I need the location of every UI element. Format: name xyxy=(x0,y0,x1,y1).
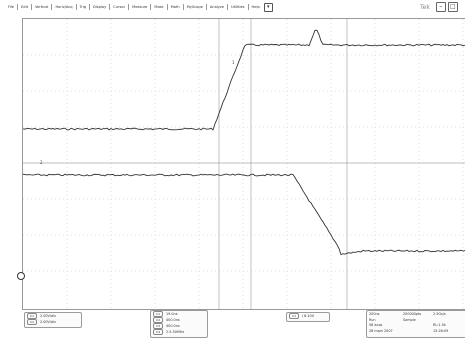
ch1-badge: C1 xyxy=(27,313,37,319)
menu-item-cursor[interactable]: Cursor xyxy=(113,5,126,9)
meas-row-4: C4 2.5-50MHz xyxy=(151,329,207,335)
menu-separator xyxy=(89,4,91,10)
ch1-trace-label: 1 xyxy=(232,60,235,65)
menu-separator xyxy=(150,4,152,10)
menu-separator xyxy=(182,4,184,10)
meas-4-badge: C4 xyxy=(153,329,163,335)
menu-separator xyxy=(17,4,19,10)
reference-marker-icon[interactable] xyxy=(17,272,25,280)
acquisition-grid: 200ns 200000pts 2.5Gs/s Run Sample 58 ac… xyxy=(367,311,465,335)
menu-dropdown-icon[interactable]: ▾ xyxy=(263,2,273,12)
run-state: Run xyxy=(369,317,376,322)
trigger-readout[interactable]: C1 / 6.10V xyxy=(286,312,330,322)
meas-row-2: C2 400.0ns xyxy=(151,317,207,323)
channel-readout[interactable]: C1 2.00V/div C2 2.00V/div xyxy=(24,312,82,328)
meas-1-value: 19.0ns xyxy=(166,312,178,316)
measurement-readout[interactable]: C1 19.0ns C2 400.0ns C3 400.0ns C4 2.5-5… xyxy=(150,310,208,338)
menu-item-file[interactable]: File xyxy=(8,5,15,9)
acq-time: 15:26:09 xyxy=(433,328,449,333)
meas-3-value: 400.0ns xyxy=(166,324,180,328)
channel-row-1: C1 2.00V/div xyxy=(25,313,81,319)
graticule xyxy=(23,19,465,309)
acq-count: 58 acqs xyxy=(369,323,383,327)
trigger-slope-icon: / xyxy=(302,314,304,318)
menu-separator xyxy=(75,4,77,10)
menu-separator xyxy=(247,4,249,10)
meas-1-badge: C1 xyxy=(153,311,163,317)
menu-item-display[interactable]: Display xyxy=(93,5,107,9)
meas-2-badge: C2 xyxy=(153,317,163,323)
timebase: 200ns xyxy=(369,312,380,316)
menu-item-myscope[interactable]: MyScope xyxy=(186,5,203,9)
menu-separator xyxy=(205,4,207,10)
menu-item-edit[interactable]: Edit xyxy=(21,5,28,9)
record-length: 200000pts xyxy=(403,312,422,316)
meas-4-value: 2.5-50MHz xyxy=(166,330,185,334)
meas-2-value: 400.0ns xyxy=(166,318,180,322)
menu-item-trig[interactable]: Trig xyxy=(79,5,87,9)
channel-row-2: C2 2.00V/div xyxy=(25,319,81,325)
menu-bar: File Edit Vertical Horiz/Acq Trig Display Curs… xyxy=(0,0,465,14)
menu-item-vertical[interactable]: Vertical xyxy=(34,5,49,9)
restore-button[interactable]: □ xyxy=(447,2,458,12)
trigger-level: 6.10V xyxy=(304,314,315,318)
meas-3-badge: C3 xyxy=(153,323,163,329)
menu-item-horiz-acq[interactable]: Horiz/Acq xyxy=(55,5,73,9)
menu-separator xyxy=(227,4,228,10)
menu-item-mask[interactable]: Mask xyxy=(154,5,164,9)
menu-separator xyxy=(166,4,168,10)
meas-row-1: C1 19.0ns xyxy=(151,311,207,317)
waveform-display[interactable] xyxy=(22,18,465,310)
acquisition-readout[interactable]: 200ns 200000pts 2.5Gs/s Run Sample 58 ac… xyxy=(366,310,465,338)
rl-value: RL:1.5k xyxy=(433,323,446,327)
ch2-scale: 2.00V/div xyxy=(40,320,57,324)
acq-date: 28 mars 2007 xyxy=(369,328,393,333)
acq-spacer-3 xyxy=(403,329,433,335)
menu-separator xyxy=(51,4,53,10)
tek-logo: Tek xyxy=(420,3,430,11)
ch2-trace-label: 2 xyxy=(40,160,43,165)
window-controls: Tek – □ xyxy=(420,2,458,12)
menu-item-analyze[interactable]: Analyze xyxy=(209,5,224,9)
acq-mode: Sample xyxy=(403,317,416,322)
menu-separator xyxy=(109,4,111,10)
meas-row-3: C3 400.0ns xyxy=(151,323,207,329)
menu-list: File Edit Vertical Horiz/Acq Trig Display Curs… xyxy=(0,2,273,12)
ch1-scale: 2.00V/div xyxy=(40,314,57,318)
ch1-waveform xyxy=(23,29,465,131)
menu-item-measure[interactable]: Measure xyxy=(132,5,148,9)
ch2-badge: C2 xyxy=(27,319,37,325)
menu-separator xyxy=(30,4,32,10)
minimize-button[interactable]: – xyxy=(435,2,446,12)
menu-item-help[interactable]: Help xyxy=(251,5,260,9)
menu-separator xyxy=(128,4,130,10)
sample-rate: 2.5Gs/s xyxy=(433,312,446,316)
trigger-row: C1 / 6.10V xyxy=(287,313,329,319)
ch2-waveform xyxy=(23,173,465,256)
trigger-source-badge: C1 xyxy=(289,313,299,319)
menu-item-utilities[interactable]: Utilities xyxy=(231,5,245,9)
menu-item-math[interactable]: Math xyxy=(170,5,180,9)
